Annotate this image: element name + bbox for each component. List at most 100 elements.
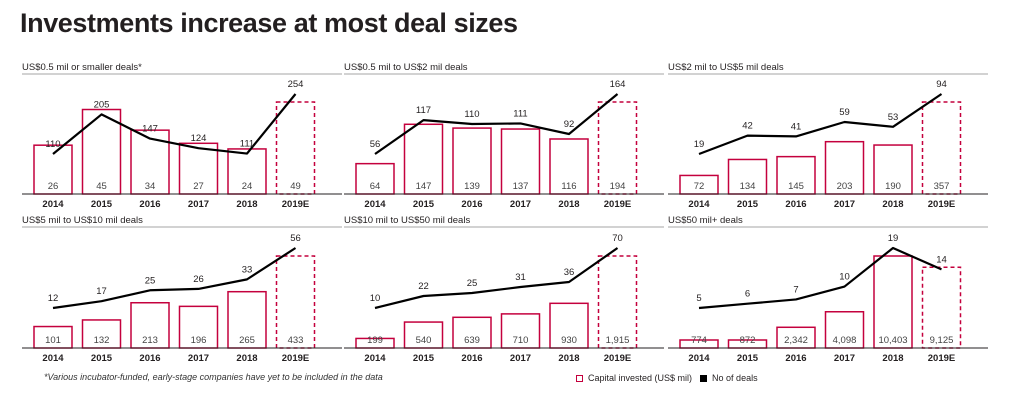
x-tick-label: 2015 <box>737 353 759 364</box>
bar-value-label: 134 <box>740 181 756 192</box>
bar-value-label: 137 <box>513 181 529 192</box>
bar-value-label: 639 <box>464 335 480 346</box>
x-tick-label: 2014 <box>42 199 64 210</box>
bar-value-label: 147 <box>416 181 432 192</box>
chart-panel-6: US$50 mil+ deals 774 872 2,342 4,098 10,403 9,… <box>668 215 988 364</box>
line-point-label: 31 <box>515 272 526 283</box>
chart-panel-4: US$5 mil to US$10 mil deals 101 132 213 196 2… <box>22 215 342 364</box>
x-tick-label: 2019E <box>928 199 955 210</box>
x-tick-label: 2016 <box>461 199 482 210</box>
x-tick-label: 2018 <box>882 199 903 210</box>
bar-value-label: 872 <box>740 335 756 346</box>
deals-line <box>52 93 297 155</box>
x-tick-label: 2019E <box>604 353 631 364</box>
deals-line <box>698 93 943 156</box>
x-tick-label: 2018 <box>558 199 579 210</box>
x-tick-label: 2014 <box>42 353 64 364</box>
x-tick-label: 2014 <box>364 199 386 210</box>
deals-line <box>52 247 297 310</box>
line-point-label: 254 <box>288 79 304 90</box>
line-point-label: 41 <box>791 121 802 132</box>
line-point-label: 70 <box>612 233 623 244</box>
bar-value-label: 116 <box>561 181 576 192</box>
panel-title: US$2 mil to US$5 mil deals <box>668 62 784 73</box>
x-tick-label: 2014 <box>364 353 386 364</box>
panel-title: US$5 mil to US$10 mil deals <box>22 215 143 226</box>
bar <box>452 127 492 195</box>
panel-title: US$50 mil+ deals <box>668 215 743 226</box>
line-point-label: 10 <box>839 272 850 283</box>
bar-estimate <box>921 266 962 349</box>
line-point-label: 12 <box>48 293 59 304</box>
x-tick-label: 2015 <box>91 199 113 210</box>
line-point-label: 19 <box>694 139 705 150</box>
bar-value-label: 64 <box>370 181 381 192</box>
bar-value-label: 2,342 <box>784 335 808 346</box>
x-tick-label: 2017 <box>834 199 855 210</box>
line-point-label: 111 <box>513 108 527 119</box>
line-point-label: 25 <box>467 278 478 289</box>
line-point-label: 5 <box>696 293 701 304</box>
footnote: *Various incubator-funded, early-stage c… <box>44 372 383 382</box>
line-point-label: 56 <box>290 233 301 244</box>
line-point-label: 42 <box>742 121 753 132</box>
x-tick-label: 2014 <box>688 353 710 364</box>
x-tick-label: 2017 <box>188 199 209 210</box>
x-tick-label: 2016 <box>139 353 160 364</box>
deals-line <box>374 247 619 310</box>
x-tick-label: 2016 <box>461 353 482 364</box>
bar <box>403 321 444 349</box>
bar-value-label: 139 <box>464 181 480 192</box>
line-point-label: 59 <box>839 107 850 118</box>
line-point-label: 14 <box>936 254 947 265</box>
x-tick-label: 2015 <box>413 199 435 210</box>
legend: Capital invested (US$ mil) No of deals <box>576 373 758 383</box>
bar-value-label: 27 <box>193 181 204 192</box>
x-tick-label: 2019E <box>928 353 955 364</box>
bar <box>549 302 589 349</box>
panel-title: US$10 mil to US$50 mil deals <box>344 215 470 226</box>
x-tick-label: 2018 <box>558 353 579 364</box>
line-point-label: 10 <box>370 293 381 304</box>
bar-value-label: 265 <box>239 335 255 346</box>
x-tick-label: 2018 <box>236 353 257 364</box>
bar-value-label: 203 <box>837 181 853 192</box>
bar-value-label: 145 <box>788 181 804 192</box>
bar <box>500 313 541 349</box>
bar-value-label: 26 <box>48 181 59 192</box>
x-tick-label: 2017 <box>510 199 531 210</box>
deals-line <box>374 93 619 155</box>
x-tick-label: 2016 <box>139 199 160 210</box>
chart-panel-5: US$10 mil to US$50 mil deals 199 540 639 710… <box>344 215 664 364</box>
legend-capital-label: Capital invested (US$ mil) <box>588 373 693 383</box>
x-tick-label: 2015 <box>413 353 435 364</box>
bar <box>452 316 492 349</box>
line-point-label: 22 <box>418 281 429 292</box>
bar-value-label: 196 <box>191 335 207 346</box>
x-tick-label: 2018 <box>882 353 903 364</box>
bar-estimate <box>921 101 962 195</box>
bar-value-label: 132 <box>94 335 110 346</box>
line-point-label: 25 <box>145 275 156 286</box>
bar-value-label: 101 <box>45 335 61 346</box>
legend-deals-swatch <box>700 374 708 382</box>
bar-value-label: 357 <box>934 181 950 192</box>
bar-value-label: 24 <box>242 181 253 192</box>
x-tick-label: 2017 <box>834 353 855 364</box>
x-tick-label: 2017 <box>510 353 531 364</box>
chart-panel-3: US$2 mil to US$5 mil deals 72 134 145 203 190… <box>668 62 988 210</box>
line-point-label: 33 <box>242 264 253 275</box>
bar-value-label: 10,403 <box>878 335 907 346</box>
line-point-label: 124 <box>191 133 207 144</box>
line-point-label: 56 <box>370 139 381 150</box>
bar <box>81 319 122 349</box>
bar-value-label: 774 <box>691 335 707 346</box>
page-title: Investments increase at most deal sizes <box>20 8 518 38</box>
bar <box>500 128 541 195</box>
x-tick-label: 2019E <box>604 199 631 210</box>
bar <box>130 301 170 349</box>
bar-value-label: 34 <box>145 181 156 192</box>
line-point-label: 53 <box>888 112 899 123</box>
x-tick-label: 2014 <box>688 199 710 210</box>
